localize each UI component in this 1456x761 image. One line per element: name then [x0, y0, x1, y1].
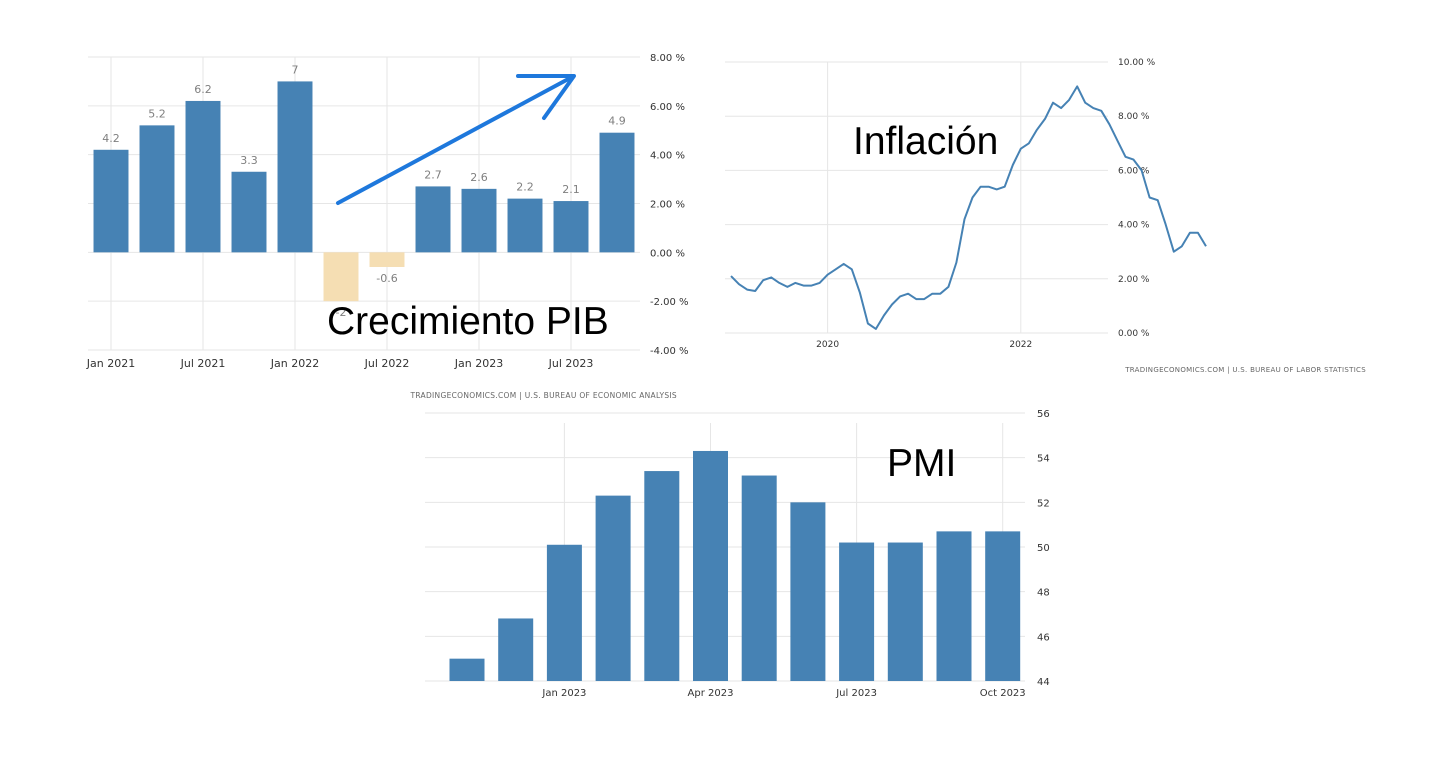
gdp-value-label: 4.9: [608, 115, 626, 128]
gdp-y-tick-label: 8.00 %: [650, 53, 685, 64]
gdp-y-tick-label: -2.00 %: [650, 297, 689, 308]
pmi-x-tick-label: Jul 2023: [835, 688, 877, 699]
pmi-y-tick-label: 52: [1037, 498, 1050, 509]
pmi-y-tick-label: 48: [1037, 588, 1050, 599]
gdp-x-tick-label: Jan 2022: [270, 357, 319, 370]
gdp-y-tick-label: 4.00 %: [650, 151, 685, 162]
gdp-trend-arrow-shaft: [336, 75, 574, 205]
inflation-y-tick-label: 4.00 %: [1118, 221, 1150, 231]
gdp-value-label: 2.6: [470, 171, 488, 184]
pmi-chart-svg: 56 54 52 50 48 46 44 Jan 2023 Apr 2023 Jul 2023 Oc…: [425, 409, 1050, 699]
gdp-trend-arrow-head: [516, 74, 576, 120]
gdp-bar: [553, 201, 589, 253]
inflation-chart-svg: 10.00 % 8.00 % 6.00 % 4.00 % 2.00 % 0.00 % 202…: [725, 58, 1366, 374]
gdp-value-label: -0.6: [376, 272, 397, 285]
gdp-value-label: 7: [292, 63, 299, 76]
gdp-value-label: 2.7: [424, 168, 442, 181]
gdp-bar: [185, 100, 221, 253]
gdp-y-tick-label: -4.00 %: [650, 346, 689, 357]
gdp-bar: [231, 171, 267, 253]
gdp-y-tick-label: 2.00 %: [650, 200, 685, 211]
gdp-growth-chart: 8.00 % 6.00 % 4.00 % 2.00 % 0.00 % -2.00 % -4.…: [0, 0, 700, 420]
pmi-bar: [936, 531, 972, 681]
pmi-bar: [449, 658, 485, 681]
pmi-bar: [887, 542, 923, 681]
gdp-y-tick-label: 6.00 %: [650, 102, 685, 113]
gdp-bar: [139, 125, 175, 253]
inflation-chart: 10.00 % 8.00 % 6.00 % 4.00 % 2.00 % 0.00 % 202…: [700, 0, 1420, 400]
pmi-bar: [790, 502, 826, 681]
gdp-bar: [369, 252, 405, 267]
inflation-series-line: [730, 85, 1207, 330]
pmi-bar: [693, 450, 728, 681]
pmi-y-tick-label: 44: [1037, 677, 1050, 688]
gdp-bar: [415, 186, 451, 253]
inflation-y-tick-label: 10.00 %: [1118, 58, 1156, 68]
pmi-bar: [498, 618, 534, 681]
inflation-source-label: TRADINGECONOMICS.COM | U.S. BUREAU OF LA…: [1124, 366, 1366, 374]
inflation-x-tick-label: 2020: [816, 340, 839, 350]
pmi-y-tick-label: 46: [1037, 632, 1050, 643]
gdp-value-label: 5.2: [148, 107, 166, 120]
pmi-x-tick-label: Apr 2023: [688, 688, 734, 699]
pmi-y-tick-label: 54: [1037, 454, 1050, 465]
inflation-x-tick-label: 2022: [1009, 340, 1032, 350]
gdp-x-tick-label: Jan 2021: [86, 357, 135, 370]
gdp-value-label: 4.2: [102, 132, 120, 145]
pmi-chart-title: PMI: [887, 442, 957, 485]
gdp-x-tick-label: Jul 2021: [180, 357, 226, 370]
inflation-y-tick-label: 2.00 %: [1118, 275, 1150, 285]
pmi-bar: [595, 495, 631, 681]
pmi-bar: [839, 542, 875, 681]
pmi-x-tick-label: Jan 2023: [541, 688, 586, 699]
gdp-bar: [461, 188, 497, 253]
inflation-y-tick-label: 8.00 %: [1118, 112, 1150, 122]
inflation-y-tick-label: 6.00 %: [1118, 166, 1150, 176]
gdp-bar: [599, 132, 635, 253]
gdp-bar: [277, 81, 313, 253]
gdp-bar: [507, 198, 543, 253]
gdp-bar: [93, 149, 129, 253]
gdp-value-label: -2: [336, 306, 347, 319]
gdp-chart-title: Crecimiento PIB: [327, 300, 609, 343]
gdp-x-tick-label: Jul 2022: [364, 357, 410, 370]
pmi-bar: [741, 475, 777, 681]
gdp-y-tick-label: 0.00 %: [650, 248, 685, 259]
pmi-y-tick-label: 50: [1037, 543, 1050, 554]
pmi-bar: [546, 544, 582, 681]
gdp-source-label: TRADINGECONOMICS.COM | U.S. BUREAU OF EC…: [409, 391, 677, 400]
pmi-x-tick-label: Oct 2023: [980, 688, 1026, 699]
pmi-y-tick-label: 56: [1037, 409, 1050, 420]
gdp-x-tick-label: Jan 2023: [454, 357, 503, 370]
gdp-value-label: 2.1: [562, 183, 580, 196]
inflation-chart-title: Inflación: [853, 120, 999, 163]
gdp-bar: [323, 252, 359, 302]
pmi-chart: 56 54 52 50 48 46 44 Jan 2023 Apr 2023 Jul 2023 Oc…: [400, 400, 1100, 761]
gdp-chart-svg: 8.00 % 6.00 % 4.00 % 2.00 % 0.00 % -2.00 % -4.…: [86, 53, 689, 400]
gdp-value-label: 2.2: [516, 181, 534, 194]
inflation-y-tick-label: 0.00 %: [1118, 329, 1150, 339]
gdp-value-label: 6.2: [194, 83, 212, 96]
gdp-x-tick-label: Jul 2023: [548, 357, 594, 370]
gdp-value-label: 3.3: [240, 154, 258, 167]
pmi-bar: [644, 471, 680, 681]
pmi-bar: [985, 531, 1021, 681]
